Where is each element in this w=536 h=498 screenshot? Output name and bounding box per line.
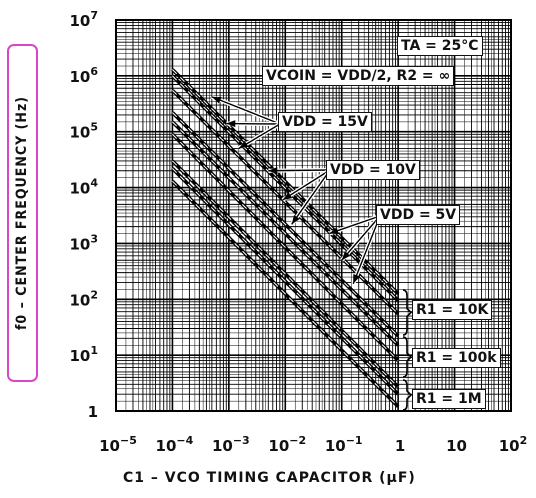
arrow-line (352, 215, 381, 284)
series-line-highlight (172, 180, 399, 407)
arrow-head (268, 167, 278, 175)
x-tick-label: 10 (446, 437, 467, 455)
r1-100k-annotation: R1 = 100k (412, 348, 501, 368)
x-tick-label: 10−2 (268, 434, 306, 455)
vdd-15-annotation: VDD = 15V (278, 112, 372, 132)
arrow-head (353, 274, 360, 284)
vdd-5-annotation: VDD = 5V (376, 205, 461, 225)
series-line-highlight (172, 121, 399, 346)
y-tick-label: 1 (88, 403, 98, 421)
x-tick-label: 10−3 (212, 434, 250, 455)
arrow-head (226, 120, 236, 128)
annotation-arrows (211, 95, 413, 411)
y-axis-highlight-box (7, 44, 38, 382)
y-tick-label: 101 (69, 344, 98, 365)
r1-10k-annotation: R1 = 10K (412, 300, 493, 320)
arrow-line (282, 169, 331, 201)
arrow-head (282, 192, 293, 200)
r1-bracket (402, 336, 413, 378)
r1-1m-annotation: R1 = 1M (412, 389, 486, 409)
y-tick-label: 106 (69, 65, 98, 86)
arrow-head (211, 96, 222, 104)
x-tick-label: 10−1 (325, 434, 363, 455)
x-tick-label: 10−4 (156, 434, 194, 455)
series-line-highlight (172, 112, 399, 337)
arrow-head (291, 214, 300, 225)
arrow-line (211, 96, 281, 125)
plot-frame (115, 19, 512, 412)
vco-in-annotation: VCOIN = VDD/2, R2 = ∞ (262, 66, 455, 86)
arrow-head (238, 140, 249, 149)
tick-labels: 10−5 10−4 10−3 10−2 10−1 1 10 102 1 101 102 103 104 1… (69, 9, 527, 455)
y-tick-label: 105 (69, 121, 98, 142)
x-tick-label: 10−5 (99, 434, 137, 455)
frequency-curves (171, 68, 400, 408)
x-axis-label: C1 – VCO TIMING CAPACITOR (µF) (123, 470, 416, 486)
y-axis-label: f0 – CENTER FREQUENCY (Hz) (14, 95, 30, 331)
series-line-highlight (172, 69, 399, 295)
series-line-highlight (172, 133, 399, 361)
ta-annotation: TA = 25°C (397, 36, 483, 56)
x-tick-label: 102 (499, 434, 528, 455)
arrow-line (268, 169, 331, 172)
series-line-highlight (172, 160, 399, 388)
y-tick-label: 107 (69, 9, 98, 30)
series-line-highlight (172, 90, 399, 315)
y-tick-label: 104 (69, 177, 98, 198)
arrow-line (291, 169, 331, 225)
x-tick-label: 1 (395, 437, 405, 455)
r1-bracket (402, 379, 413, 411)
r1-bracket (402, 289, 413, 336)
arrow-head (341, 251, 351, 261)
arrow-line (341, 215, 381, 261)
series-line-highlight (172, 168, 399, 395)
y-tick-label: 102 (69, 288, 98, 309)
vdd-10-annotation: VDD = 10V (326, 160, 420, 180)
arrow-head (329, 227, 339, 234)
y-tick-label: 103 (69, 232, 98, 253)
